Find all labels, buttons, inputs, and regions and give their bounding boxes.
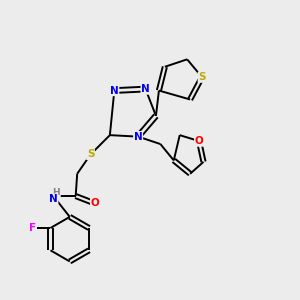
Text: N: N xyxy=(110,85,119,96)
Text: H: H xyxy=(52,188,60,197)
Text: N: N xyxy=(49,194,58,204)
Text: S: S xyxy=(198,72,206,82)
Text: N: N xyxy=(134,132,142,142)
Text: S: S xyxy=(87,149,94,160)
Text: N: N xyxy=(141,84,150,94)
Text: O: O xyxy=(91,199,99,208)
Text: O: O xyxy=(195,136,203,146)
Text: F: F xyxy=(29,223,36,233)
